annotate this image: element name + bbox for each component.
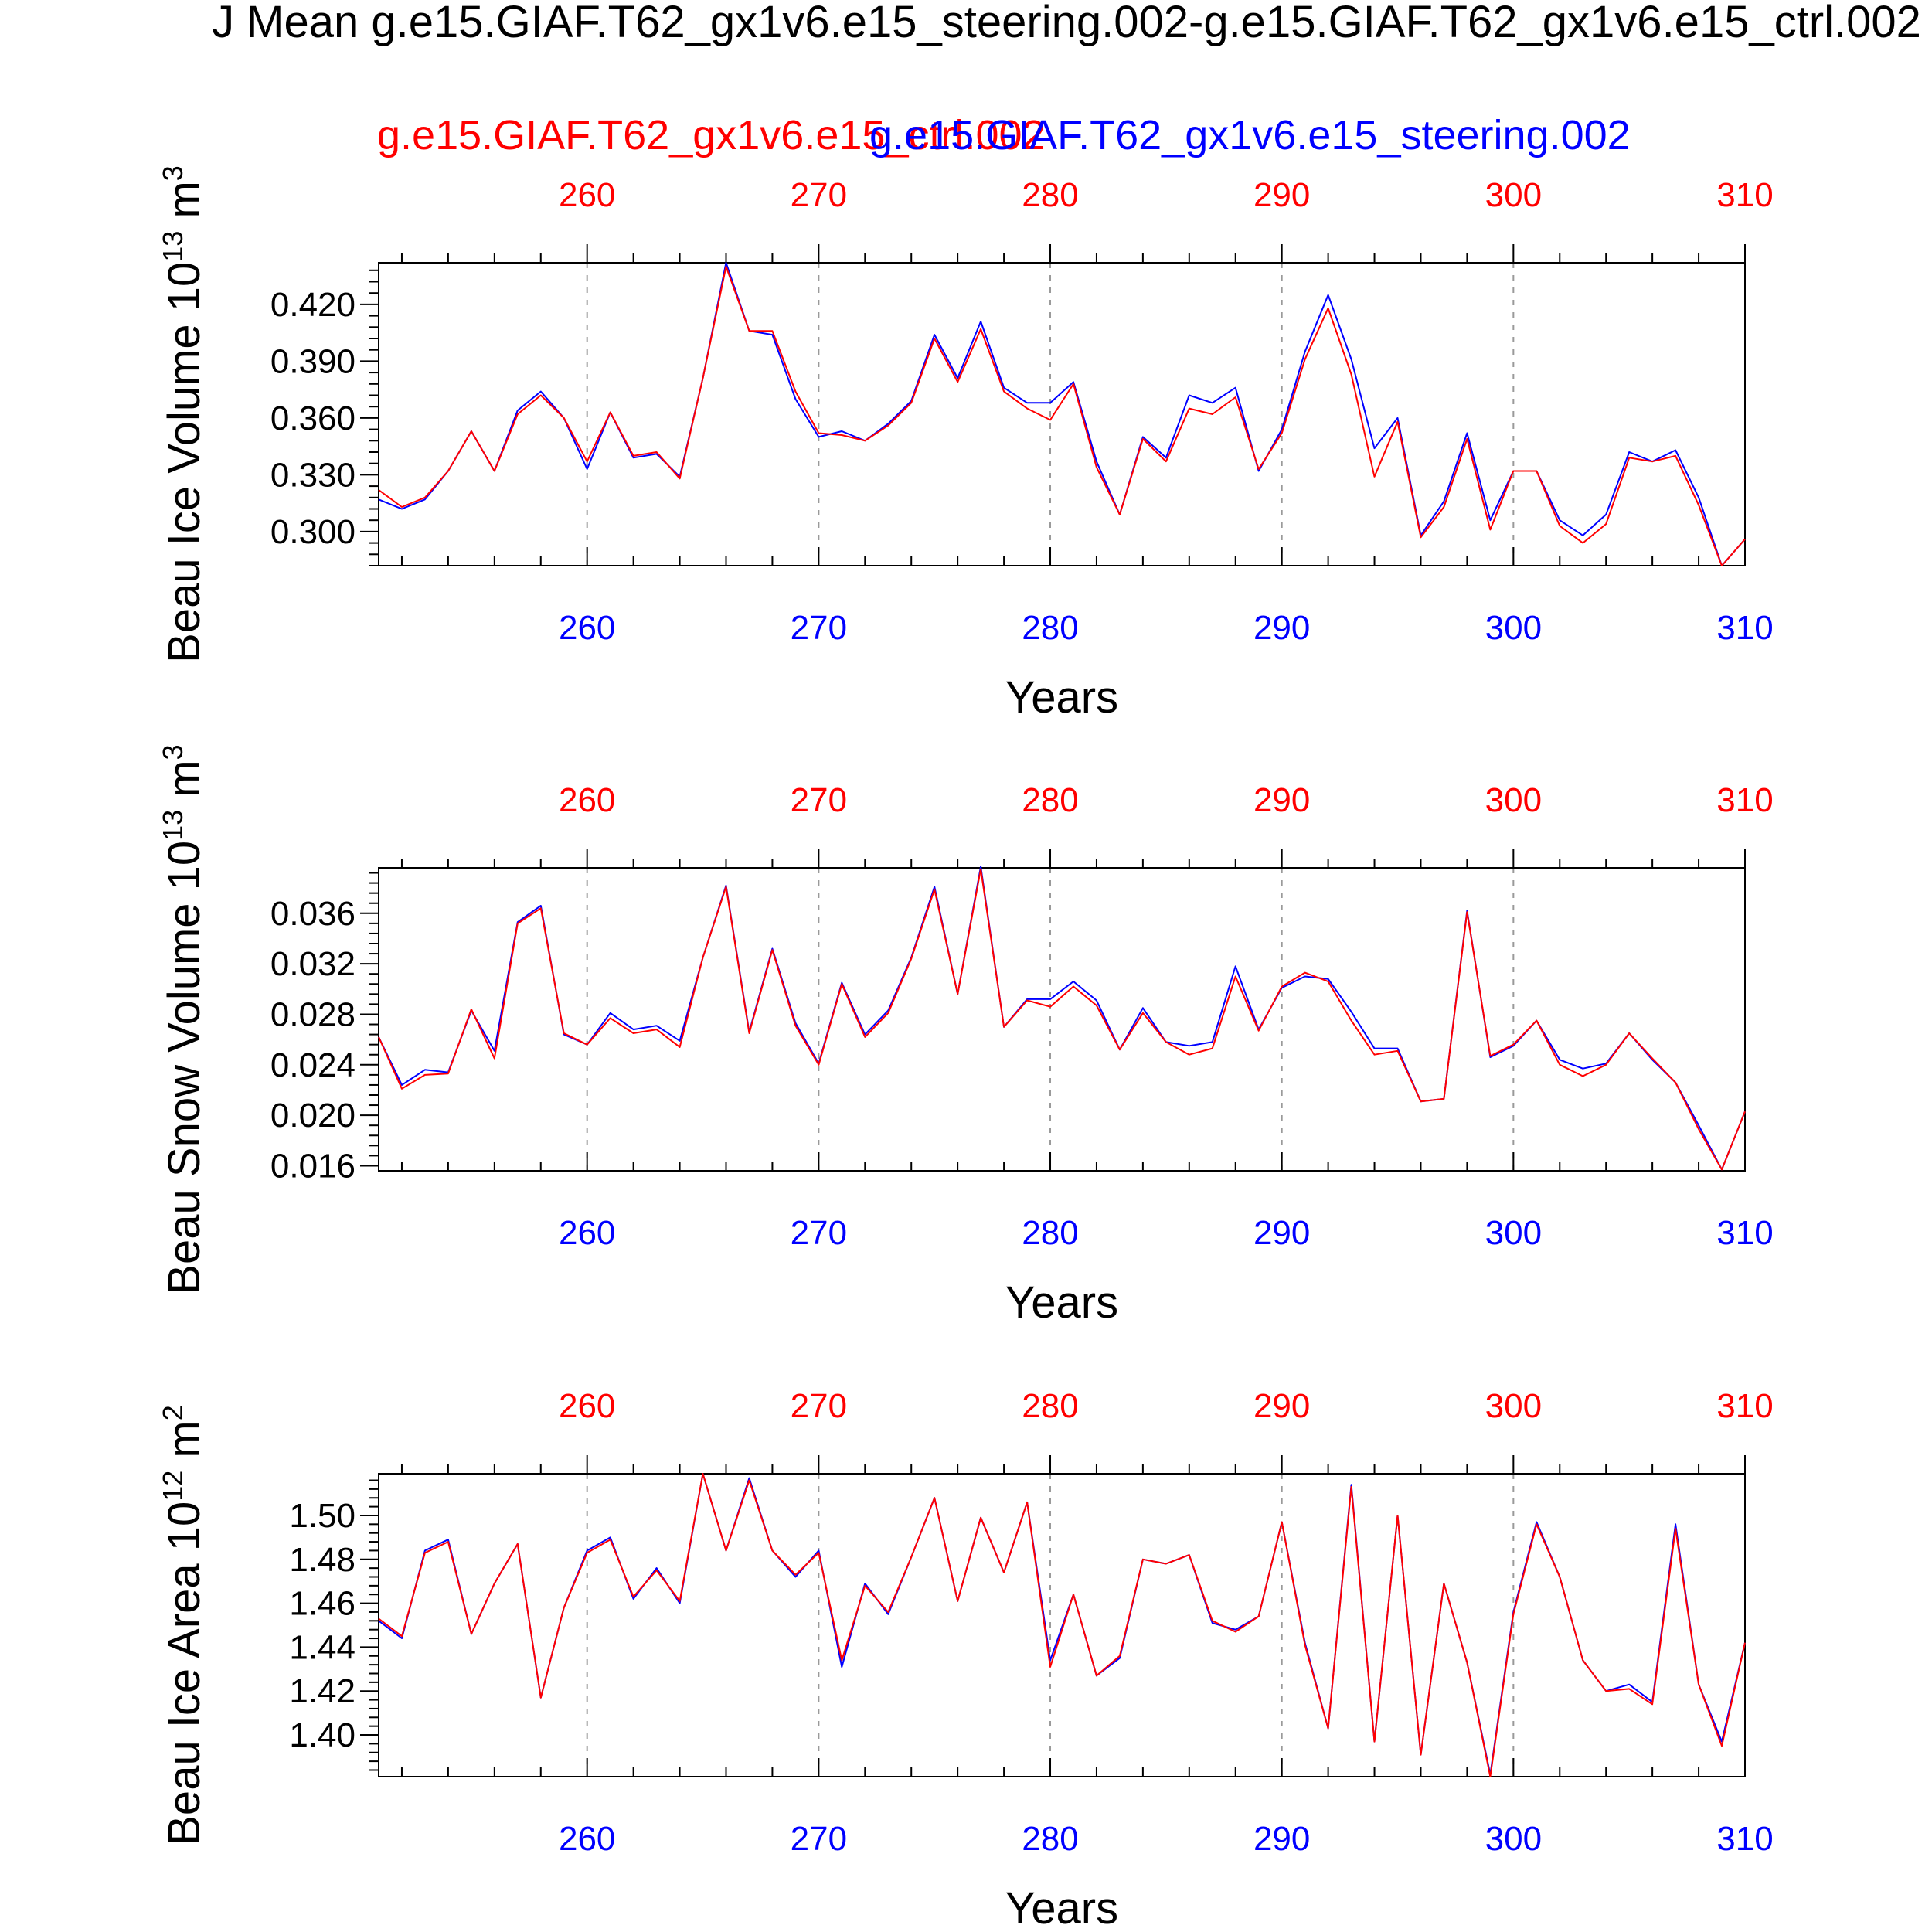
x-tick-label-top: 270 (791, 1387, 847, 1425)
x-tick-label-bottom: 280 (1022, 609, 1078, 647)
y-tick-label: 1.42 (289, 1672, 355, 1710)
x-tick-label-top: 310 (1716, 781, 1773, 819)
panel-ice-area: 260 260 270 270 280 280 290 290 300 300 310 310 1.40… (157, 1387, 1774, 1932)
x-tick-label-bottom: 310 (1716, 1214, 1773, 1252)
panel-ice-volume: 260 260 270 270 280 280 290 290 300 300 310 310 0.30… (157, 165, 1774, 723)
y-tick-label: 0.024 (270, 1046, 355, 1084)
y-tick-label: 0.330 (270, 456, 355, 494)
x-tick-label-bottom: 290 (1253, 1214, 1310, 1252)
x-tick-label-bottom: 290 (1253, 609, 1310, 647)
plot-frame (378, 1473, 1746, 1777)
x-tick-label-bottom: 300 (1485, 1214, 1542, 1252)
x-tick-label-top: 290 (1253, 781, 1310, 819)
y-label-exponent: 12 (157, 1471, 189, 1502)
x-tick-label-top: 310 (1716, 1387, 1773, 1425)
y-tick-label: 1.48 (289, 1541, 355, 1579)
y-tick-label: 0.300 (270, 513, 355, 551)
y-tick-label: 0.020 (270, 1097, 355, 1134)
x-tick-label-bottom: 300 (1485, 1820, 1542, 1858)
series-line-ctrl (378, 265, 1746, 566)
x-tick-label-top: 300 (1485, 176, 1542, 214)
x-tick-label-bottom: 270 (791, 609, 847, 647)
x-tick-label-bottom: 270 (791, 1820, 847, 1858)
x-tick-label-top: 290 (1253, 176, 1310, 214)
x-tick-label-top: 280 (1022, 1387, 1078, 1425)
x-tick-label-bottom: 310 (1716, 1820, 1773, 1858)
y-label-unit-exponent: 2 (157, 1405, 189, 1420)
y-tick-label: 1.46 (289, 1585, 355, 1623)
y-tick-label: 0.028 (270, 995, 355, 1033)
y-tick-label: 0.420 (270, 286, 355, 324)
series-line-steering (378, 262, 1746, 566)
y-tick-label: 0.360 (270, 400, 355, 437)
series-line-ctrl (378, 868, 1746, 1171)
x-tick-label-top: 300 (1485, 781, 1542, 819)
x-tick-label-top: 280 (1022, 176, 1078, 214)
x-tick-label-bottom: 260 (559, 1820, 615, 1858)
x-tick-label-bottom: 290 (1253, 1820, 1310, 1858)
x-tick-label-bottom: 260 (559, 609, 615, 647)
x-tick-label-top: 260 (559, 781, 615, 819)
legend-ctrl: g.e15.GIAF.T62_gx1v6.e15_ctrl.002 (377, 112, 1046, 158)
x-tick-label-top: 290 (1253, 1387, 1310, 1425)
x-tick-label-bottom: 270 (791, 1214, 847, 1252)
y-tick-label: 1.50 (289, 1497, 355, 1535)
y-axis-label: Beau Ice Volume 1013 m3 (157, 165, 209, 663)
y-label-unit: m (159, 1420, 209, 1470)
x-tick-label-top: 270 (791, 176, 847, 214)
y-tick-label: 1.40 (289, 1716, 355, 1754)
y-label-exponent: 13 (157, 810, 189, 841)
main-title: J Mean g.e15.GIAF.T62_gx1v6.e15_steering… (212, 0, 1921, 47)
y-label-unit: m (159, 760, 209, 809)
x-axis-label: Years (1005, 672, 1118, 723)
y-tick-label: 0.016 (270, 1147, 355, 1185)
y-axis-label: Beau Snow Volume 1013 m3 (157, 744, 209, 1294)
y-label-exponent: 13 (157, 231, 189, 262)
y-label-text: Beau Snow Volume 10 (159, 841, 209, 1294)
x-tick-label-top: 270 (791, 781, 847, 819)
y-label-text: Beau Ice Area 10 (159, 1502, 209, 1845)
x-tick-label-top: 260 (559, 1387, 615, 1425)
x-tick-label-top: 300 (1485, 1387, 1542, 1425)
y-tick-label: 1.44 (289, 1628, 355, 1666)
x-tick-label-top: 310 (1716, 176, 1773, 214)
x-tick-label-top: 260 (559, 176, 615, 214)
y-label-unit: m (159, 181, 209, 230)
y-label-unit-exponent: 3 (157, 165, 189, 181)
legend-steer: g.e15.GIAF.T62_gx1v6.e15_steering.002 (869, 112, 1631, 158)
x-axis-label: Years (1005, 1883, 1118, 1932)
x-tick-label-bottom: 280 (1022, 1820, 1078, 1858)
plot-frame (378, 867, 1746, 1172)
y-label-text: Beau Ice Volume 10 (159, 262, 209, 663)
x-tick-label-bottom: 310 (1716, 609, 1773, 647)
plot-frame (378, 262, 1746, 566)
x-axis-label: Years (1005, 1277, 1118, 1328)
y-axis-label: Beau Ice Area 1012 m2 (157, 1405, 209, 1845)
y-tick-label: 0.032 (270, 945, 355, 983)
series-line-steering (378, 866, 1746, 1171)
y-label-unit-exponent: 3 (157, 744, 189, 760)
series-line-steering (378, 1473, 1746, 1776)
panel-snow-volume: 260 260 270 270 280 280 290 290 300 300 310 310 0.01… (157, 744, 1774, 1328)
y-tick-label: 0.390 (270, 342, 355, 380)
series-line-ctrl (378, 1473, 1746, 1777)
x-tick-label-bottom: 300 (1485, 609, 1542, 647)
x-tick-label-top: 280 (1022, 781, 1078, 819)
y-tick-label: 0.036 (270, 895, 355, 933)
x-tick-label-bottom: 260 (559, 1214, 615, 1252)
x-tick-label-bottom: 280 (1022, 1214, 1078, 1252)
